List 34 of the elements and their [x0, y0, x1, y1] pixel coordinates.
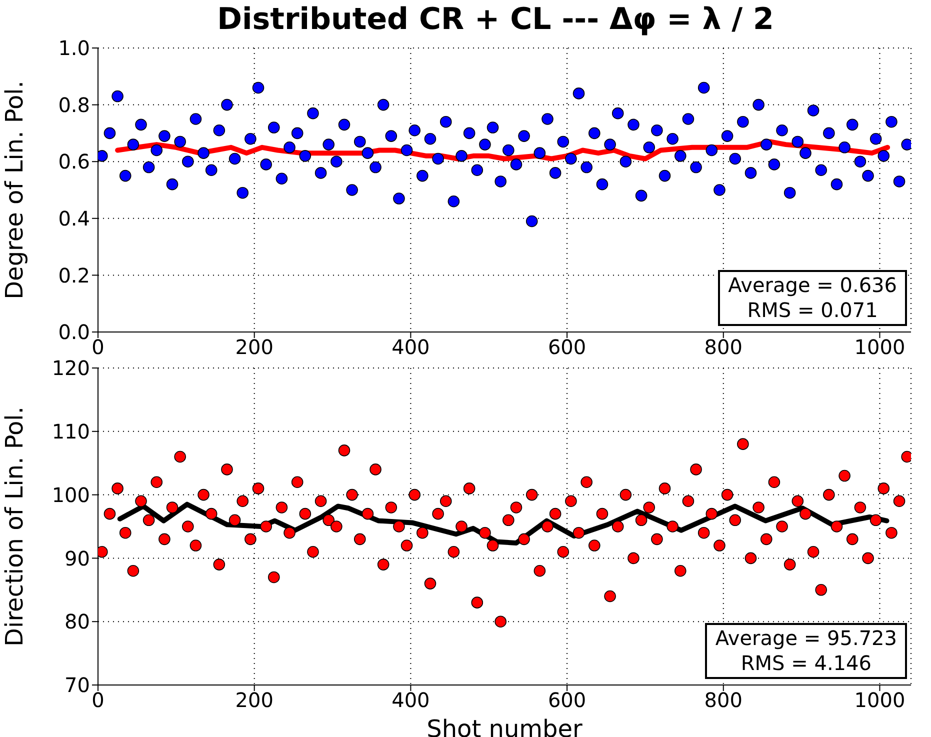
x-tick-label: 600 [548, 688, 586, 712]
x-tick-label: 1000 [854, 335, 906, 360]
y-tick-label: 0.4 [58, 206, 90, 230]
y-tick-label: 0.6 [58, 150, 90, 174]
text-box: Average = 95.723 RMS = 4.146 [705, 623, 907, 679]
x-tick-label: 0 [92, 335, 104, 360]
y-tick-label: 70 [64, 673, 90, 698]
annotation: RMS = 4.146 [740, 651, 872, 676]
x-tick-label: 1000 [854, 688, 906, 712]
y-tick-label: 90 [64, 546, 90, 570]
x-tick-label: 800 [704, 688, 742, 712]
y-tick-label: 110 [52, 420, 90, 444]
y-tick-label: 0.0 [58, 320, 90, 344]
x-tick-label: 200 [235, 335, 274, 360]
annotation: RMS = 0.071 [746, 298, 879, 323]
y-tick-label: 0.8 [58, 92, 90, 117]
x-tick-label: 200 [235, 688, 274, 712]
x-tick-label: 600 [548, 335, 586, 360]
y-axis-title: Direction of Lin. Pol. [0, 406, 29, 646]
y-tick-label: 120 [52, 356, 90, 380]
text-box: Average = 0.636 RMS = 0.071 [718, 270, 907, 326]
x-tick-label: 0 [92, 688, 104, 712]
y-tick-label: 0.2 [58, 263, 90, 288]
y-tick-label: 80 [64, 610, 90, 634]
annotation: Average = 95.723 [715, 626, 897, 651]
x-axis-title: Shot number [426, 715, 583, 737]
x-tick-label: 400 [392, 688, 430, 712]
y-axis-title: Degree of Lin. Pol. [0, 80, 29, 300]
y-tick-label: 100 [52, 482, 90, 507]
x-tick-label: 400 [392, 335, 430, 360]
x-tick-label: 800 [704, 335, 742, 360]
annotation: Average = 0.636 [728, 273, 897, 298]
y-tick-label: 1.0 [58, 36, 90, 60]
chart-title: Distributed CR + CL --- Δφ = λ / 2 [217, 2, 774, 37]
